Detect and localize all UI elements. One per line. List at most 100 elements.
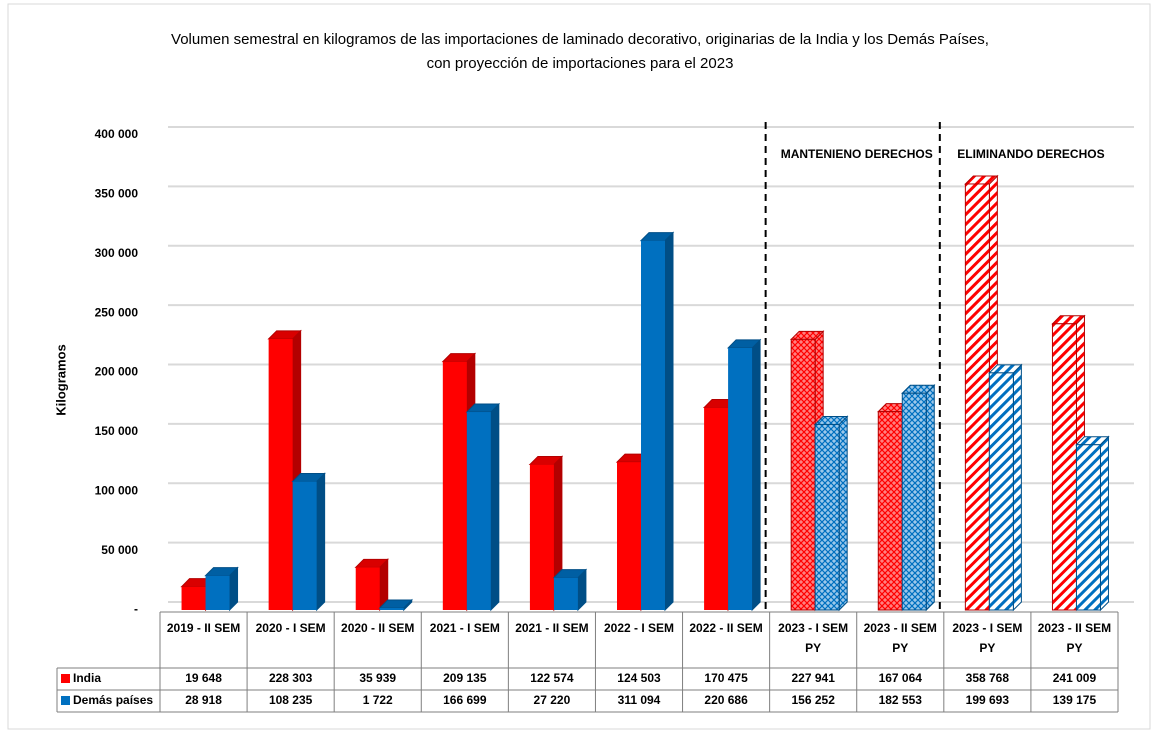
x-tick-label: 2023 - II SEM PY — [863, 621, 937, 655]
bar-side — [925, 384, 935, 612]
data-label: 170 475 — [704, 671, 748, 685]
bar — [553, 577, 578, 610]
data-label: 199 693 — [966, 693, 1010, 707]
x-tick-label-box: 2023 - I SEM PY — [778, 621, 849, 655]
data-label: 167 064 — [879, 671, 923, 685]
bar — [292, 481, 317, 610]
legend-label: Demás países — [73, 693, 153, 707]
data-label: 108 235 — [269, 693, 313, 707]
data-label: 122 574 — [530, 671, 574, 685]
legend-swatch — [61, 674, 70, 683]
x-tick-label-box: 2021 - II SEM — [515, 621, 589, 635]
bar-top — [528, 455, 564, 465]
bar-side — [838, 415, 848, 612]
bar-side — [316, 472, 326, 612]
data-label: 35 939 — [359, 671, 396, 685]
y-tick-label: 400 000 — [95, 127, 139, 141]
legend-swatch — [61, 696, 70, 705]
x-tick-label-box: 2023 - I SEM PY — [952, 621, 1023, 655]
bar — [442, 361, 467, 610]
bar — [181, 586, 206, 610]
bar — [617, 462, 641, 610]
bar-top — [378, 599, 413, 609]
data-label: 241 009 — [1053, 671, 1097, 685]
bar-top — [267, 330, 302, 340]
x-tick-label-box: 2022 - II SEM — [689, 621, 763, 635]
bar-side — [751, 338, 761, 612]
y-tick-label: 350 000 — [95, 187, 139, 201]
y-tick-label: 150 000 — [95, 424, 139, 438]
x-tick-label-box: 2019 - II SEM — [167, 621, 240, 635]
y-tick-label: 200 000 — [95, 365, 139, 379]
bar — [728, 347, 753, 610]
bar — [466, 412, 491, 610]
bar — [901, 392, 927, 611]
bar — [814, 423, 840, 611]
legend-label: India — [73, 671, 101, 685]
bar — [205, 575, 230, 610]
x-tick-label: 2022 - I SEM — [603, 621, 674, 635]
data-label: 227 941 — [791, 671, 835, 685]
bar — [1075, 444, 1101, 611]
x-tick-label-box: 2021 - I SEM — [429, 621, 500, 635]
x-tick-label: 2021 - II SEM — [515, 621, 589, 635]
bar — [355, 567, 380, 610]
x-tick-label: 2020 - I SEM — [255, 621, 326, 635]
bar — [988, 372, 1014, 611]
y-tick-label: 250 000 — [95, 305, 139, 319]
bar — [704, 407, 729, 610]
y-tick-label: - — [134, 602, 138, 616]
bar-side — [1099, 435, 1109, 612]
x-tick-label-box: 2023 - II SEM PY — [1037, 621, 1112, 655]
bar-top — [441, 353, 477, 363]
y-axis-label: Kilogramos — [53, 344, 68, 416]
data-label: 124 503 — [617, 671, 661, 685]
data-label: 1 722 — [363, 693, 393, 707]
data-label: 166 699 — [443, 693, 487, 707]
data-label: 220 686 — [704, 693, 748, 707]
x-tick-label: 2020 - II SEM — [341, 621, 415, 635]
chart-title-box: Volumen semestral en kilogramos de las i… — [171, 31, 989, 72]
data-label: 28 918 — [185, 693, 222, 707]
bar — [877, 411, 903, 611]
x-tick-label-box: 2020 - I SEM — [255, 621, 326, 635]
data-label: 209 135 — [443, 671, 487, 685]
x-tick-label-box: 2022 - I SEM — [603, 621, 674, 635]
data-label: 156 252 — [791, 693, 835, 707]
data-label: 182 553 — [879, 693, 923, 707]
bar — [529, 464, 554, 610]
bar — [964, 183, 990, 611]
bar — [379, 607, 404, 610]
annotation: ELIMINANDO DERECHOS — [957, 147, 1104, 161]
x-tick-label: 2023 - II SEM PY — [1037, 621, 1112, 655]
bar — [1051, 323, 1077, 611]
bar-top — [552, 569, 588, 579]
data-label: 19 648 — [185, 671, 222, 685]
data-label: 228 303 — [269, 671, 313, 685]
x-tick-label: 2022 - II SEM — [689, 621, 763, 635]
data-label: 139 175 — [1053, 693, 1097, 707]
frame — [7, 3, 1151, 730]
data-label: 311 094 — [618, 693, 661, 707]
bar-top — [354, 558, 389, 568]
y-tick-label: 100 000 — [95, 483, 139, 497]
bar — [268, 338, 293, 610]
bar-side — [664, 231, 674, 612]
bar-side — [490, 402, 500, 612]
bar-side — [1012, 363, 1022, 612]
x-tick-label-box: 2020 - II SEM — [341, 621, 415, 635]
annotation: MANTENIENO DERECHOS — [781, 147, 933, 161]
bar — [641, 240, 665, 611]
x-tick-label: 2021 - I SEM — [429, 621, 500, 635]
bar-top — [726, 339, 762, 349]
y-tick-label: 50 000 — [101, 543, 138, 557]
x-tick-label: 2023 - I SEM PY — [952, 621, 1023, 655]
x-tick-label: 2023 - I SEM PY — [778, 621, 849, 655]
bar — [790, 338, 816, 611]
chart-title: Volumen semestral en kilogramos de las i… — [171, 31, 989, 72]
data-label: 27 220 — [534, 693, 571, 707]
y-tick-label: 300 000 — [95, 246, 139, 260]
x-tick-label-box: 2023 - II SEM PY — [863, 621, 937, 655]
